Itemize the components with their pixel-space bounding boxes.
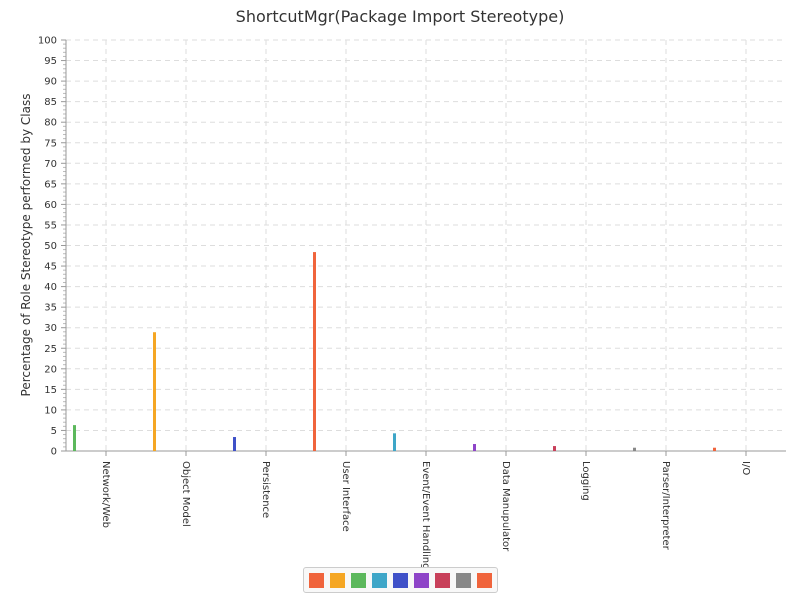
bar [153, 332, 156, 451]
y-tick-label: 60 [44, 200, 57, 211]
chart-title: ShortcutMgr(Package Import Stereotype) [235, 7, 565, 26]
legend-swatch [414, 572, 429, 588]
bars [73, 252, 716, 451]
y-tick-label: 100 [38, 36, 57, 47]
y-tick-label: 0 [51, 447, 57, 458]
x-tick-label: Network/Web [100, 461, 111, 528]
legend-swatch [477, 572, 492, 588]
axes [61, 39, 786, 456]
legend-swatch [435, 572, 450, 588]
y-tick-label: 95 [44, 56, 57, 67]
x-tick-label: Persistence [260, 461, 271, 518]
legend [303, 567, 498, 593]
bar [233, 437, 236, 451]
legend-swatch [393, 572, 408, 588]
grid-lines [66, 39, 786, 451]
y-tick-label: 70 [44, 159, 57, 170]
y-tick-label: 80 [44, 118, 57, 129]
legend-swatch [309, 572, 324, 588]
y-tick-label: 65 [44, 179, 57, 190]
legend-swatch [330, 572, 345, 588]
y-tick-label: 50 [44, 241, 57, 252]
x-tick-label: Data Manupulator [500, 461, 511, 552]
y-tick-label: 25 [44, 344, 57, 355]
x-tick-label: User Interface [340, 461, 351, 532]
x-tick-label: I/O [740, 461, 751, 475]
y-tick-label: 5 [51, 426, 57, 437]
x-tick-label: Event/Event Handling [420, 461, 431, 569]
x-tick-label: Object Model [180, 461, 191, 527]
x-tick-label: Logging [580, 461, 591, 501]
legend-swatch [351, 572, 366, 588]
y-tick-label: 45 [44, 262, 57, 273]
legend-swatch [372, 572, 387, 588]
y-tick-label: 10 [44, 405, 57, 416]
y-tick-label: 15 [44, 385, 57, 396]
bar [393, 433, 396, 451]
y-tick-label: 90 [44, 77, 57, 88]
bar [553, 446, 556, 451]
x-tick-label: Parser/Interpreter [660, 461, 671, 551]
bar [473, 444, 476, 451]
y-tick-label: 20 [44, 364, 57, 375]
labels: 0 5 10 15 20 25 30 35 40 45 50 55 60 65 70 75 80 85 90 95 10… [38, 36, 751, 570]
bar [633, 447, 636, 451]
bar [713, 447, 716, 451]
y-tick-label: 85 [44, 97, 57, 108]
y-tick-label: 55 [44, 220, 57, 231]
y-tick-label: 30 [44, 323, 57, 334]
y-tick-label: 75 [44, 138, 57, 149]
bar [73, 425, 76, 451]
y-tick-label: 40 [44, 282, 57, 293]
y-axis-title: Percentage of Role Stereotype performed … [19, 94, 33, 397]
bar [313, 252, 316, 451]
y-tick-label: 35 [44, 303, 57, 314]
legend-swatch [456, 572, 471, 588]
